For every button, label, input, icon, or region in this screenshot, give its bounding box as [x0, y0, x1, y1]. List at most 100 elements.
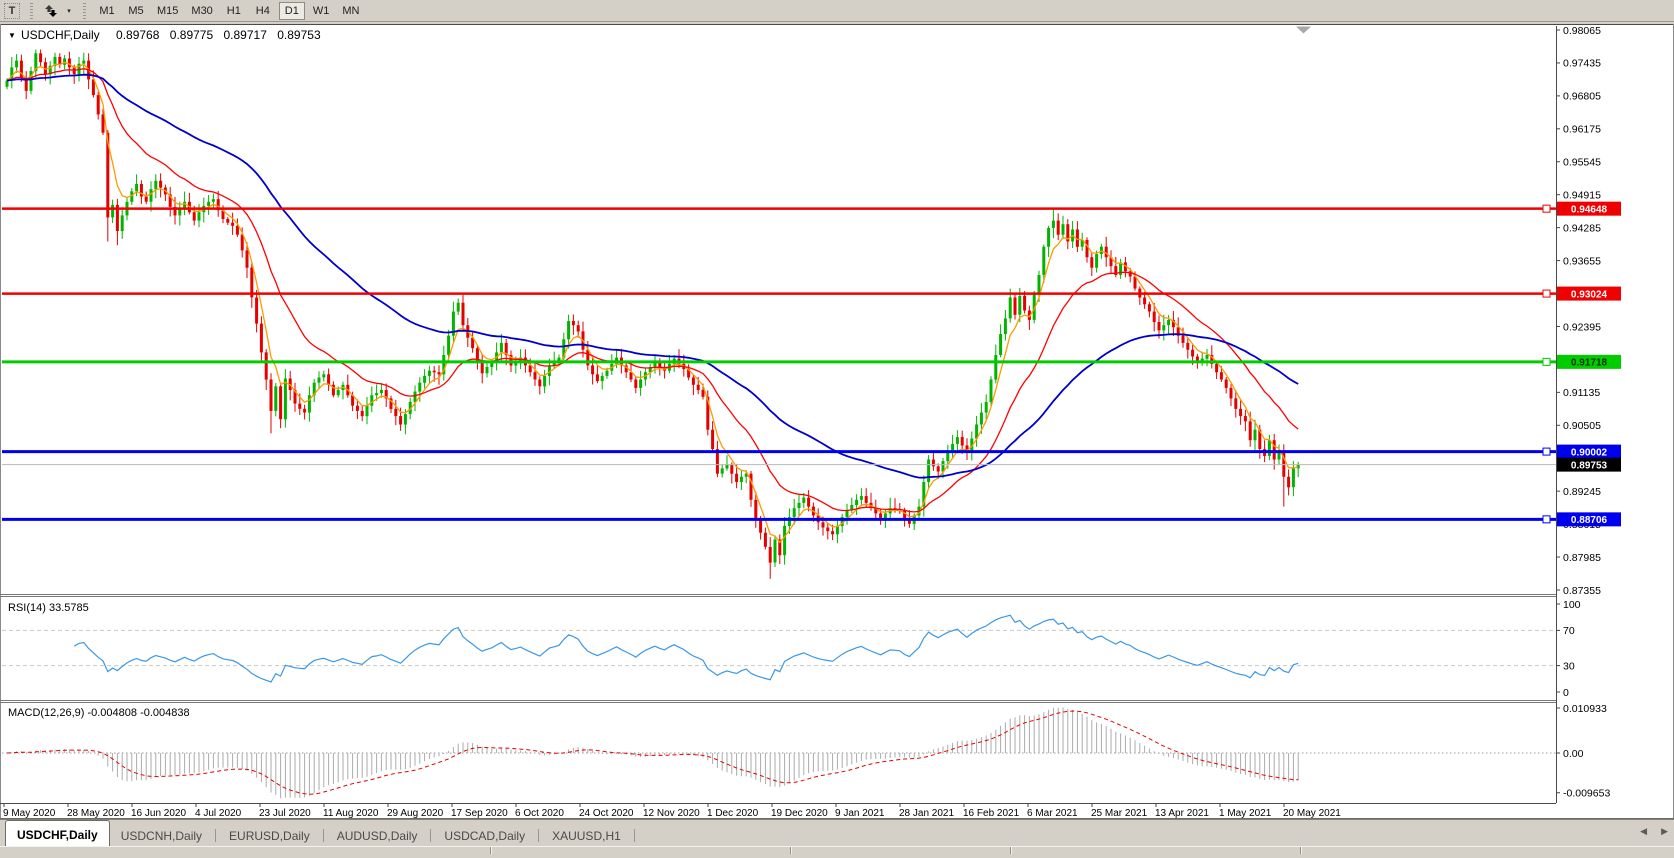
- tab-usdcad-daily[interactable]: USDCAD,Daily: [444, 829, 526, 843]
- date-tick-label: 13 Apr 2021: [1155, 808, 1209, 819]
- chart-background: [0, 24, 1674, 819]
- status-strip: [0, 846, 1674, 854]
- price-tick-label: 0.95545: [1563, 157, 1601, 169]
- level-price-label: [1557, 354, 1621, 369]
- rsi-scale-label: 30: [1563, 660, 1575, 672]
- date-tick-label: 9 May 2020: [3, 808, 56, 819]
- date-tick-label: 4 Jul 2020: [195, 808, 242, 819]
- timeframe-button-m1[interactable]: M1: [94, 2, 120, 20]
- rsi-scale-label: 0: [1563, 687, 1569, 699]
- level-price-label: [1557, 201, 1621, 216]
- svg-text:0.93024: 0.93024: [1571, 289, 1608, 300]
- horizontal-line-0.90002[interactable]: 0.90002: [2, 444, 1621, 459]
- horizontal-line-0.91718[interactable]: 0.91718: [2, 354, 1621, 369]
- date-tick-label: 16 Jun 2020: [131, 808, 186, 819]
- svg-text:0.88706: 0.88706: [1571, 515, 1608, 526]
- timeframe-button-m15[interactable]: M15: [152, 2, 183, 20]
- tab-usdcnh-daily[interactable]: USDCNH,Daily: [120, 829, 203, 843]
- level-handle[interactable]: [1542, 289, 1551, 298]
- rsi-scale-label: 70: [1563, 625, 1575, 637]
- price-tick-label: 0.96175: [1563, 124, 1601, 136]
- tab-divider: [322, 829, 324, 842]
- timeframe-button-mn[interactable]: MN: [337, 2, 364, 20]
- timeframe-button-d1[interactable]: D1: [278, 1, 305, 20]
- tab-scroll-right-icon[interactable]: ▶: [1661, 826, 1668, 836]
- svg-text:0.90002: 0.90002: [1571, 447, 1608, 458]
- date-tick-label: 11 Aug 2020: [323, 808, 379, 819]
- svg-text:0.94648: 0.94648: [1571, 204, 1608, 215]
- date-axis-labels: 9 May 2020 28 May 2020 16 Jun 2020 4 Jul 20…: [3, 803, 1341, 819]
- timeframe-button-w1[interactable]: W1: [308, 2, 335, 20]
- date-tick-label: 12 Nov 2020: [643, 808, 700, 819]
- level-handle[interactable]: [1542, 447, 1551, 456]
- level-price-label: [1557, 286, 1621, 301]
- macd-scale-label: 0.00: [1563, 748, 1584, 760]
- timeframe-button-m5[interactable]: M5: [123, 2, 149, 20]
- moving-average-20: [6, 68, 1299, 513]
- toolbar-grip: [83, 2, 86, 19]
- collapse-arrow-icon[interactable]: ▼: [8, 31, 16, 40]
- tab-divider: [538, 829, 540, 842]
- horizontal-line-0.94648[interactable]: 0.94648: [2, 201, 1621, 216]
- chart-shift-marker[interactable]: [1296, 26, 1311, 34]
- price-tick-label: 0.94285: [1563, 222, 1601, 234]
- price-tick-label: 0.96805: [1563, 91, 1601, 103]
- date-tick-label: 17 Sep 2020: [451, 808, 508, 819]
- date-tick-label: 28 May 2020: [67, 808, 125, 819]
- date-tick-label: 6 Oct 2020: [515, 808, 564, 819]
- date-tick-label: 29 Aug 2020: [387, 808, 444, 819]
- timeframe-button-h1[interactable]: H1: [221, 2, 247, 20]
- price-tick-label: 0.98065: [1563, 25, 1601, 37]
- moving-average-60: [6, 73, 1299, 479]
- date-tick-label: 16 Feb 2021: [963, 808, 1020, 819]
- macd-signal-line: [6, 710, 1299, 795]
- tab-xauusd-h1[interactable]: XAUUSD,H1: [552, 829, 621, 843]
- status-strip-divider: [490, 847, 492, 854]
- tab-eurusd-daily[interactable]: EURUSD,Daily: [229, 829, 310, 843]
- price-tick-label: 0.91135: [1563, 387, 1600, 399]
- price-tick-label: 0.97435: [1563, 58, 1601, 70]
- arrows-dropdown-caret[interactable]: ▾: [63, 2, 75, 20]
- price-tick-label: 0.89245: [1563, 486, 1601, 498]
- date-tick-label: 1 May 2021: [1219, 808, 1272, 819]
- tab-usdchf-daily[interactable]: USDCHF,Daily: [5, 820, 110, 846]
- price-tick-label: 0.87985: [1563, 552, 1601, 564]
- level-handle[interactable]: [1542, 357, 1551, 366]
- level-handle[interactable]: [1542, 515, 1551, 524]
- tab-scroll-left-icon[interactable]: ◀: [1640, 826, 1648, 836]
- price-tick-label: 0.90505: [1563, 420, 1601, 432]
- price-tick-label: 0.93655: [1563, 255, 1601, 267]
- tab-divider: [215, 829, 217, 842]
- level-handle[interactable]: [1542, 204, 1551, 213]
- date-tick-label: 6 Mar 2021: [1027, 808, 1078, 819]
- bid-price-line: 0.89753: [2, 457, 1621, 472]
- tab-audusd-daily[interactable]: AUDUSD,Daily: [336, 829, 418, 843]
- price-tick-label: 0.92395: [1563, 321, 1601, 333]
- level-price-label: [1557, 512, 1621, 527]
- level-price-label: [1557, 444, 1621, 459]
- date-tick-label: 25 Mar 2021: [1091, 808, 1148, 819]
- macd-scale-label: 0.010933: [1563, 703, 1607, 715]
- arrows-tool-button[interactable]: [41, 2, 61, 20]
- date-tick-label: 9 Jan 2021: [835, 808, 885, 819]
- bid-price-label: [1557, 457, 1621, 472]
- horizontal-line-0.88706[interactable]: 0.88706: [2, 512, 1621, 527]
- top-toolbar: T ▾ M1 M5 M15 M30 H1 H4 D1 W1 MN: [0, 0, 1674, 22]
- macd-histogram: [6, 707, 1299, 799]
- date-tick-label: 19 Dec 2020: [771, 808, 828, 819]
- macd-panel: 0.010933 0.00 -0.009653: [2, 703, 1610, 800]
- horizontal-line-0.93024[interactable]: 0.93024: [2, 286, 1621, 301]
- timeframe-button-h4[interactable]: H4: [250, 2, 276, 20]
- chart-tab-bar: USDCHF,Daily USDCNH,Daily EURUSD,Daily AUDU…: [0, 819, 1674, 846]
- price-tick-label: 0.94915: [1563, 190, 1601, 202]
- arrows-icon: [45, 4, 57, 17]
- price-tick-label: 0.87355: [1563, 585, 1601, 597]
- date-tick-label: 23 Jul 2020: [259, 808, 311, 819]
- panel-borders: [0, 24, 1674, 819]
- date-tick-label: 1 Dec 2020: [707, 808, 759, 819]
- chart-title: USDCHF,Daily 0.89768 0.89775 0.89717 0.8…: [21, 28, 321, 42]
- text-tool-button[interactable]: T: [2, 2, 22, 20]
- timeframe-button-m30[interactable]: M30: [186, 2, 217, 20]
- timeframe-toolbar: M1 M5 M15 M30 H1 H4 D1 W1 MN: [94, 1, 364, 20]
